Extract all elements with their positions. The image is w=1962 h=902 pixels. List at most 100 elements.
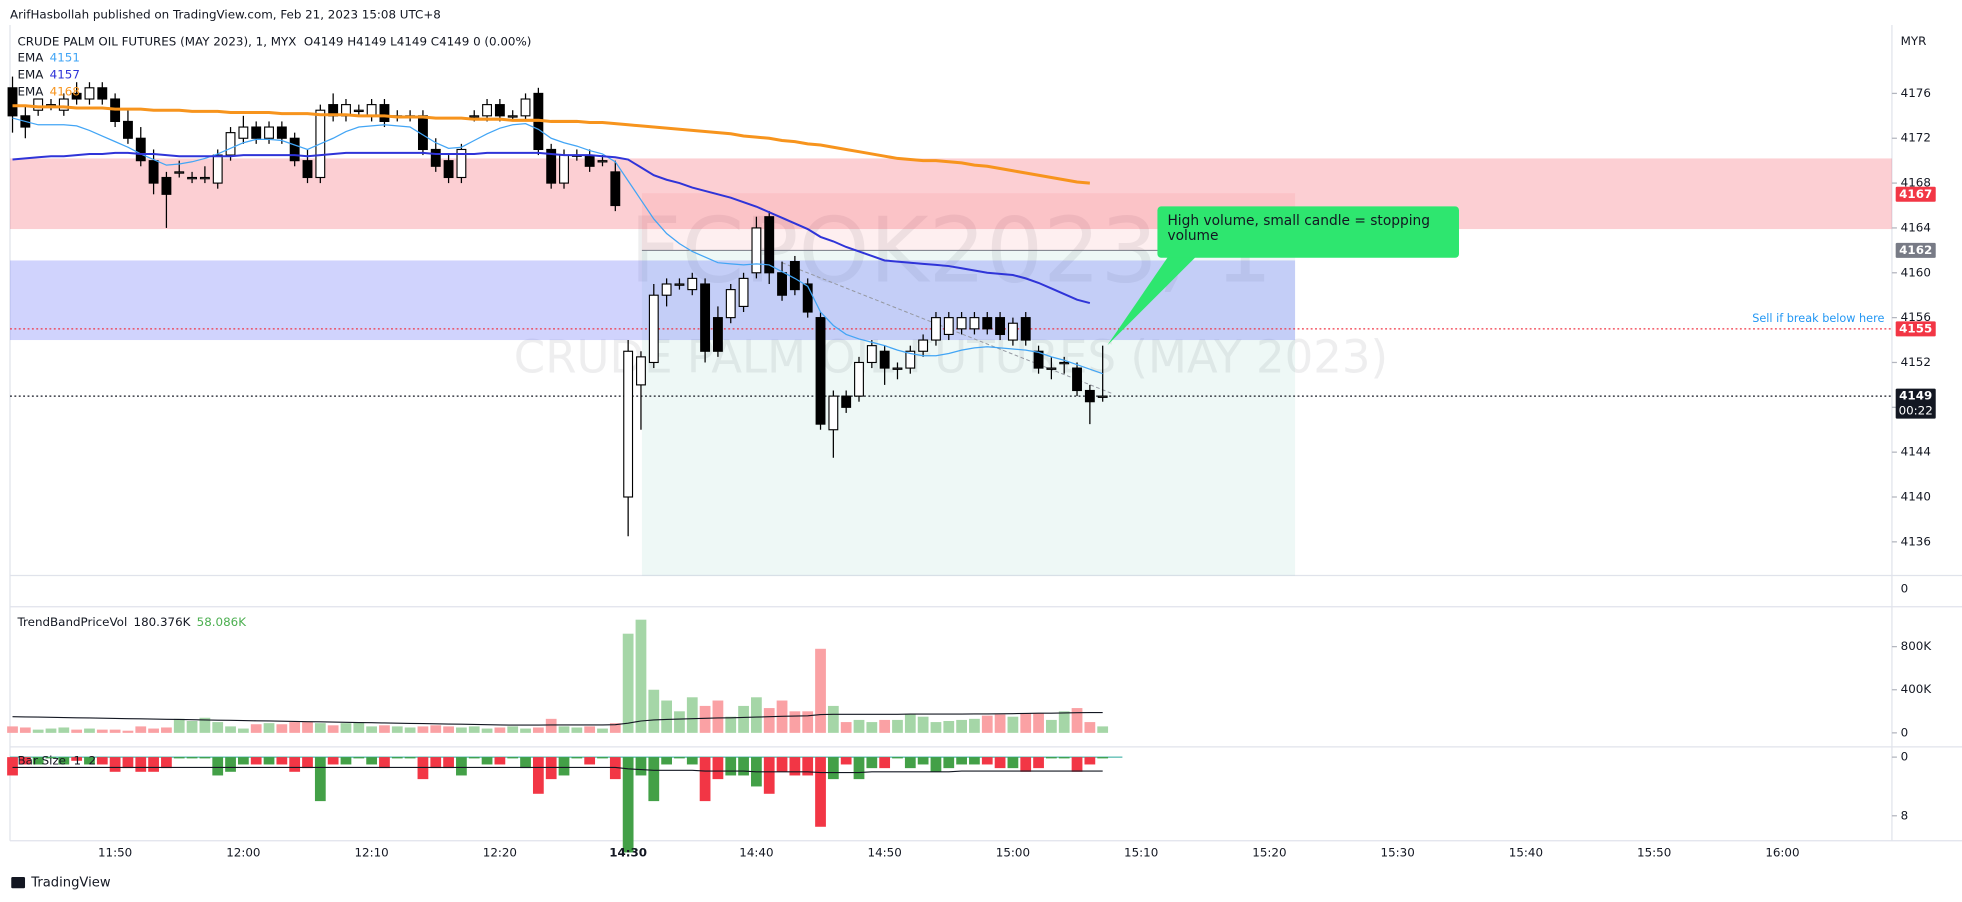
ema-line	[12, 117, 1103, 375]
volume-bar	[1046, 719, 1057, 733]
barsize-legend: Bar Size 1 2	[18, 753, 97, 767]
volume-bar	[712, 700, 724, 733]
volume-bar	[840, 722, 852, 733]
barsize-bar	[622, 757, 634, 853]
empty-pane-tick: 0	[1901, 582, 1909, 596]
y-tick-label: 4140	[1901, 490, 1931, 504]
candle-body	[815, 317, 826, 425]
x-tick-label: 12:20	[483, 846, 517, 860]
candle-body	[456, 148, 467, 179]
volume-bar	[109, 729, 121, 733]
y-tick-label: 4172	[1901, 131, 1931, 145]
volume-bar	[520, 728, 531, 733]
volume-bar	[802, 711, 814, 733]
x-tick-label: 15:00	[996, 846, 1030, 860]
candle-body	[687, 277, 698, 291]
candle-body	[135, 137, 146, 162]
barsize-bar	[686, 757, 698, 765]
price-label-box	[1895, 321, 1936, 337]
candle-body	[712, 317, 723, 352]
volume-bar	[879, 719, 891, 733]
publisher-line: ArifHasbollah published on TradingView.c…	[10, 8, 441, 22]
barsize-bar	[1058, 757, 1070, 759]
barsize-bar	[7, 757, 18, 776]
price-label: 4162	[1899, 243, 1932, 257]
barsize-bar	[353, 757, 365, 759]
candle-body	[828, 395, 839, 431]
volume-bar	[763, 708, 775, 733]
candle-body	[469, 115, 480, 118]
candle-body	[751, 227, 762, 274]
volume-bar	[827, 705, 839, 733]
candle-body	[1084, 389, 1095, 403]
candle-body	[1059, 361, 1070, 365]
x-tick-label: 12:00	[226, 846, 260, 860]
price-label: 4155	[1899, 321, 1932, 335]
candle-body	[174, 171, 185, 174]
barsize-bar	[840, 757, 852, 765]
barsize-bar	[135, 757, 147, 772]
barsize-name: Bar Size	[18, 753, 66, 767]
candle-body	[520, 98, 531, 117]
candle-body	[546, 148, 557, 184]
barsize-tick-label: 0	[1901, 750, 1909, 764]
barsize-bar	[237, 757, 249, 765]
barsize-bar	[186, 757, 198, 759]
candle-body	[777, 272, 787, 296]
candle-body	[353, 109, 364, 113]
barsize-bar	[943, 757, 955, 769]
volume-bar	[456, 727, 467, 733]
y-tick-label: 4156	[1901, 310, 1931, 324]
volume-bar	[494, 727, 506, 733]
candle-body	[1033, 350, 1044, 369]
volume-bar	[135, 726, 147, 733]
x-tick-label: 15:40	[1509, 846, 1543, 860]
callout-box	[1157, 206, 1459, 258]
barsize-bar	[699, 757, 711, 802]
ema-legend: EMA 4151	[18, 50, 80, 64]
volume-bar	[302, 722, 313, 733]
barsize-bar	[712, 757, 724, 780]
barsize-bar	[853, 757, 865, 780]
symbol-legend: CRUDE PALM OIL FUTURES (MAY 2023), 1, MY…	[18, 34, 532, 48]
volume-bar	[276, 724, 288, 733]
volume-bar	[1097, 726, 1109, 733]
barsize-bar	[674, 757, 685, 759]
candle-body	[905, 350, 916, 369]
volume-bar	[430, 725, 442, 733]
x-tick-label: 14:50	[868, 846, 902, 860]
volume-bar	[148, 728, 159, 733]
volume-bar	[597, 728, 608, 733]
barsize-bar	[417, 757, 429, 780]
barsize-bar	[225, 757, 236, 772]
candle-body	[892, 367, 903, 370]
volume-bar	[7, 726, 18, 733]
barsize-bar	[32, 757, 44, 765]
barsize-bar	[815, 757, 826, 827]
volume-bar	[648, 689, 660, 733]
callout-text: High volume, small candle = stopping vol…	[1167, 212, 1431, 244]
volume-bar	[186, 721, 198, 733]
barsize-bar	[879, 757, 891, 769]
volume-tick-label: 400K	[1901, 682, 1933, 696]
volume-bar	[212, 722, 224, 733]
y-tick-label: 4168	[1901, 176, 1931, 190]
candle-body	[918, 339, 929, 352]
barsize-bar	[276, 757, 288, 765]
barsize-bar	[802, 757, 814, 776]
volume-ma	[12, 712, 1103, 726]
volume-bar	[468, 726, 480, 733]
barsize-bar	[827, 757, 839, 780]
y-tick-label: 4136	[1901, 534, 1931, 548]
barsize-bar	[199, 757, 211, 759]
candle-body	[1046, 367, 1057, 370]
candle-body	[84, 87, 95, 100]
barsize-bar	[404, 757, 416, 759]
volume-bar	[981, 715, 993, 733]
candle-body	[764, 216, 775, 274]
price-countdown: 00:22	[1899, 404, 1933, 418]
candle-body	[276, 126, 287, 139]
barsize-bar	[148, 757, 159, 772]
